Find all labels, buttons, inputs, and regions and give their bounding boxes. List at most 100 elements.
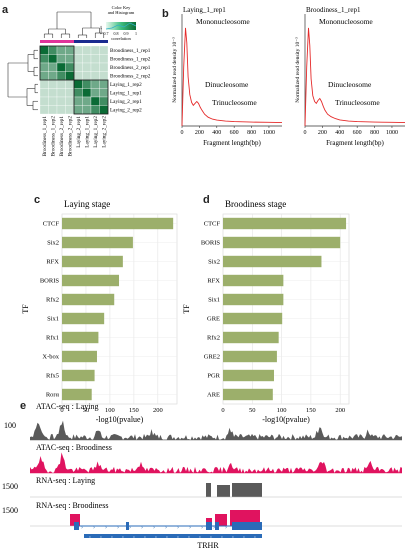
- heatmap-cell: [39, 45, 49, 55]
- color-key: Color Key and Histogram 0.7 0.8 0.9 1 corre…: [99, 5, 137, 41]
- strand-arrow: ›: [141, 525, 143, 531]
- heatmap-cells: [39, 45, 109, 115]
- heatmap-cell: [82, 45, 92, 55]
- x-tick-label: 200: [335, 407, 345, 414]
- heatmap-cell: [99, 62, 109, 72]
- category-label: Six2: [47, 240, 59, 247]
- genome-browser-tracks: ATAC-seq : Laying 100 ATAC-seq : Broodines…: [2, 402, 402, 550]
- group-color-cell: [57, 40, 66, 43]
- heatmap-cell: [39, 79, 49, 89]
- x-tick-label: 150: [306, 407, 316, 414]
- category-label: Rorα: [46, 392, 60, 399]
- strand-arrow: ›: [81, 525, 83, 531]
- category-label: RFX: [207, 278, 220, 285]
- bar: [223, 217, 347, 230]
- strand-arrow: ›: [213, 525, 215, 531]
- category-label: GRE2: [204, 354, 220, 361]
- heatmap-cell: [82, 71, 92, 81]
- heatmap-col-labels: Broodiness_1_rep1 Broodiness_1_rep2 Broodi…: [42, 116, 108, 157]
- heatmap-cell: [56, 54, 66, 64]
- strand-arrow: ›: [177, 535, 179, 540]
- heatmap-cell: [90, 62, 100, 72]
- track-scale-rna-broodiness: 1500: [2, 506, 18, 515]
- strand-arrow: ›: [144, 535, 146, 540]
- heatmap-cell: [48, 105, 58, 115]
- strand-arrow: ›: [225, 525, 227, 531]
- row-label: Laying_2_rep1: [110, 99, 142, 105]
- strand-arrow: ›: [117, 525, 119, 531]
- strand-arrow: ›: [89, 535, 91, 540]
- strand-arrow: ›: [237, 525, 239, 531]
- heatmap-cell: [73, 96, 83, 106]
- heatmap-cell: [65, 71, 75, 81]
- bar: [62, 236, 133, 249]
- strand-arrow: ›: [153, 525, 155, 531]
- bar-chart-xlabel: -log10(pvalue): [96, 415, 144, 424]
- bar: [62, 331, 99, 344]
- bar-chart-title: Laying stage: [64, 199, 110, 209]
- heatmap-cell: [82, 54, 92, 64]
- x-tick-label: 0: [304, 130, 307, 136]
- gene-label: TRHR: [197, 541, 219, 550]
- group-color-cell: [91, 40, 100, 43]
- bar: [62, 255, 123, 268]
- bar: [62, 312, 105, 325]
- strand-arrow: ›: [210, 535, 212, 540]
- gene-exon: [74, 522, 79, 530]
- category-label: CTCF: [43, 221, 60, 228]
- strand-arrow: ›: [189, 525, 191, 531]
- bar: [223, 312, 283, 325]
- heatmap-row-labels: Broodiness_1_rep1 Broodiness_1_rep2 Broodi…: [110, 48, 151, 114]
- heatmap-cell: [99, 105, 109, 115]
- gene-body: [84, 534, 262, 538]
- col-label: Broodiness_2_rep2: [68, 116, 74, 157]
- category-label: GRE: [207, 316, 220, 323]
- group-color-cell: [99, 40, 108, 43]
- heatmap-cell: [56, 62, 66, 72]
- heatmap-cell: [56, 105, 66, 115]
- fragment-plot-title: Laying_1_rep1: [183, 6, 226, 14]
- bar: [223, 255, 322, 268]
- heatmap-cell: [56, 71, 66, 81]
- gene-exon: [206, 522, 212, 530]
- row-label: Broodiness_2_rep1: [110, 65, 151, 71]
- x-tick-label: 800: [247, 130, 256, 136]
- x-tick-label: 50: [83, 407, 90, 414]
- x-tick-label: 400: [212, 130, 221, 136]
- strand-arrow: ›: [129, 525, 131, 531]
- fragment-plot-laying: 0 200 400 600 800 1000 Laying_1_rep1 Mononucleo…: [172, 6, 283, 147]
- panel-b-letter: b: [162, 8, 169, 20]
- color-key-ylabel: Count: [99, 26, 103, 35]
- heatmap-cell: [48, 71, 58, 81]
- heatmap-cell: [39, 105, 49, 115]
- row-label: Laying_2_rep2: [110, 108, 142, 114]
- bar: [223, 350, 277, 363]
- heatmap-cell: [39, 54, 49, 64]
- heatmap-cell: [65, 54, 75, 64]
- strand-arrow: ›: [199, 535, 201, 540]
- col-label: Broodiness_2_rep1: [59, 116, 65, 157]
- signal-track: [30, 452, 402, 473]
- strand-arrow: ›: [221, 535, 223, 540]
- heatmap-cell: [73, 62, 83, 72]
- bar: [62, 217, 174, 230]
- heatmap-cell: [90, 105, 100, 115]
- bar: [223, 236, 341, 249]
- gene-exon: [126, 522, 129, 530]
- row-label: Broodiness_1_rep2: [110, 57, 151, 63]
- strand-arrow: ›: [155, 535, 157, 540]
- heatmap-cell: [48, 88, 58, 98]
- x-tick-label: 200: [153, 407, 163, 414]
- heatmap-cell: [39, 96, 49, 106]
- broodiness-stage-bar-chart: CTCF BORIS Six2 RFX Six1 GRE Rfx2 GRE2 PGR ARE 0 50…: [182, 199, 350, 424]
- bar-chart-xlabel: -log10(pvalue): [262, 415, 310, 424]
- category-label: Rfx5: [46, 373, 59, 380]
- heatmap-cell: [82, 88, 92, 98]
- track-label-atac-broodiness: ATAC-seq : Broodiness: [36, 443, 112, 452]
- color-key-tick: 0.8: [114, 31, 119, 36]
- strand-arrow: ›: [100, 535, 102, 540]
- heatmap-cell: [56, 79, 66, 89]
- heatmap-cell: [56, 45, 66, 55]
- x-tick-label: 100: [277, 407, 287, 414]
- correlation-heatmap: Color Key and Histogram 0.7 0.8 0.9 1 corre…: [7, 5, 151, 157]
